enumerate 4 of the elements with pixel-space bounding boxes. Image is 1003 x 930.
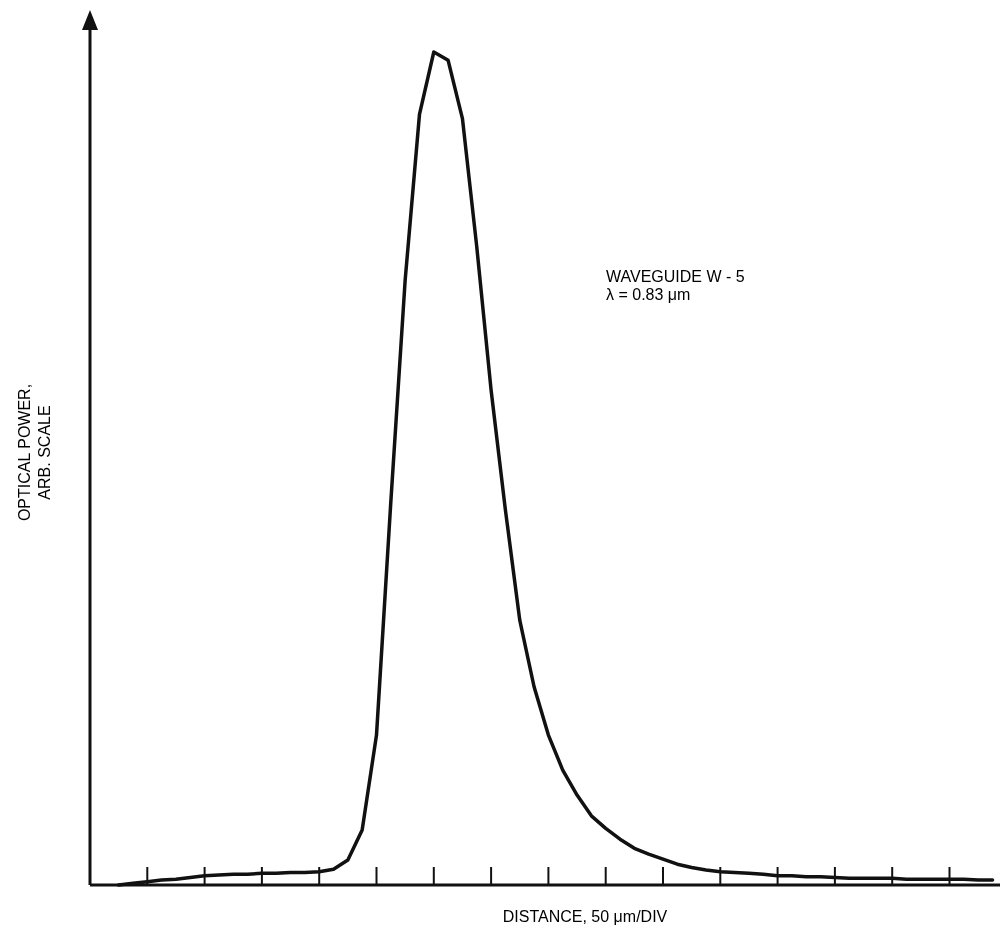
annotation: λ = 0.83 μm bbox=[606, 286, 691, 303]
x-axis-title: DISTANCE, 50 μm/DIV bbox=[502, 908, 668, 925]
annotation: WAVEGUIDE W - 5 bbox=[606, 268, 745, 285]
y-axis-title: OPTICAL POWER, ARB. SCALE bbox=[16, 383, 53, 522]
